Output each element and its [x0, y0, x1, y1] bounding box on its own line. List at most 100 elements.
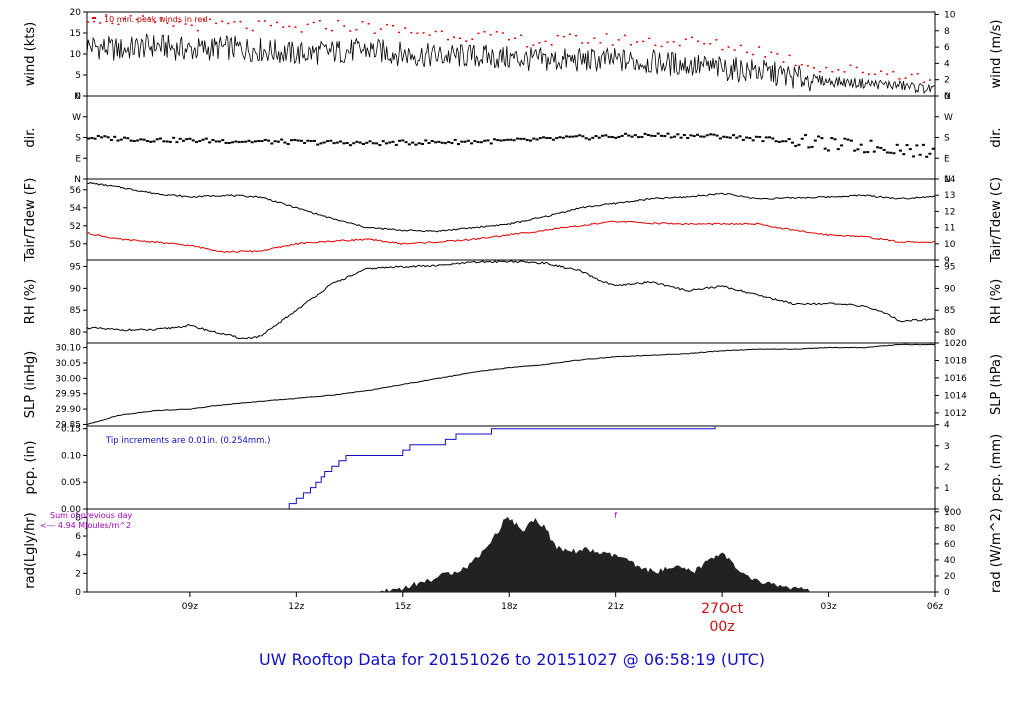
peak-wind-point — [886, 73, 889, 75]
dir-point — [754, 135, 758, 138]
ytick-right-label: 40 — [944, 556, 956, 566]
dir-point — [263, 138, 267, 141]
dir-point — [398, 139, 402, 142]
dir-point — [732, 134, 736, 137]
ytick-right-label: W — [944, 113, 953, 123]
ytick-left-label: 50 — [70, 240, 82, 250]
peak-wind-point — [709, 42, 712, 45]
peak-wind-point — [782, 61, 785, 63]
peak-wind-point — [660, 45, 663, 48]
dir-point — [326, 140, 330, 143]
dir-point — [358, 141, 362, 144]
dir-point — [574, 135, 578, 138]
ytick-right-label: 6 — [944, 43, 950, 53]
dir-point — [221, 139, 225, 142]
peak-wind-point — [672, 40, 675, 43]
dir-point — [509, 138, 513, 141]
annotation-text: Sum of previous day — [50, 511, 132, 520]
dir-point — [555, 137, 559, 140]
dir-point — [231, 141, 235, 144]
peak-wind-point — [556, 34, 559, 37]
dir-point — [479, 141, 483, 144]
annotation-text: <--- 4.94 MJoules/m^2 — [40, 521, 131, 530]
dir-point — [172, 136, 176, 139]
ytick-left-label: 0.10 — [61, 451, 81, 461]
y-axis-label-right: wind (m/s) — [989, 20, 1004, 89]
xtick-label: 03z — [820, 602, 836, 612]
dir-point — [191, 139, 195, 142]
peak-wind-point — [416, 32, 419, 35]
dir-point — [506, 138, 510, 141]
ytick-right-label: 1018 — [944, 356, 967, 366]
dir-point — [679, 136, 683, 139]
dir-point — [106, 136, 110, 139]
dir-point — [774, 140, 778, 143]
dir-point — [430, 140, 434, 143]
dir-point — [250, 141, 254, 144]
ytick-right-label: 80 — [944, 328, 956, 338]
dir-point — [872, 150, 876, 153]
ytick-left-label: S — [75, 134, 81, 144]
dir-point — [453, 138, 457, 141]
dir-point — [420, 142, 424, 145]
peak-wind-point — [605, 33, 608, 35]
peak-wind-point — [373, 32, 376, 34]
ytick-left-label: E — [75, 154, 81, 164]
dir-point — [362, 143, 366, 146]
peak-wind-point — [422, 32, 425, 34]
y-axis-label-right: rad (W/m^2) — [989, 508, 1004, 593]
dir-point — [715, 134, 719, 137]
ytick-left-label: 0.15 — [61, 425, 81, 435]
dir-point — [257, 140, 261, 143]
peak-wind-point — [239, 20, 242, 23]
y-axis-label-left: rad(Lgly/hr) — [23, 512, 38, 588]
dir-point — [607, 135, 611, 138]
peak-wind-point — [215, 22, 218, 25]
dir-point — [267, 139, 271, 142]
peak-wind-point — [642, 40, 645, 43]
ytick-left-label: 8 — [75, 513, 81, 523]
dir-point — [303, 141, 307, 144]
dir-point — [440, 141, 444, 144]
y-axis-label-left: Tair/Tdew (F) — [23, 178, 38, 263]
ytick-left-label: N — [74, 175, 81, 185]
rad-area — [87, 516, 935, 592]
peak-wind-point — [276, 21, 279, 24]
dir-point — [355, 140, 359, 143]
dir-point — [87, 137, 90, 140]
dir-point — [165, 140, 169, 143]
peak-wind-point — [873, 73, 876, 76]
dir-point — [833, 138, 837, 141]
dir-point — [486, 139, 490, 142]
peak-wind-point — [361, 21, 364, 23]
ytick-right-label: 1014 — [944, 391, 967, 401]
dir-point — [450, 142, 454, 145]
dir-point — [591, 136, 595, 139]
dir-point — [447, 141, 451, 144]
peak-wind-point — [233, 21, 236, 23]
dir-point — [345, 142, 349, 145]
dir-point — [551, 138, 555, 141]
peak-wind-point — [495, 31, 498, 33]
dir-point — [830, 137, 834, 140]
dir-point — [217, 140, 221, 143]
dir-point — [492, 138, 496, 141]
peak-wind-point — [629, 44, 632, 46]
dir-point — [656, 132, 660, 135]
dir-point — [764, 136, 768, 139]
peak-wind-point — [178, 21, 181, 23]
dir-point — [862, 151, 866, 154]
ytick-right-label: 100 — [944, 508, 961, 518]
ytick-right-label: 1 — [944, 484, 950, 494]
dir-point — [614, 136, 618, 139]
dir-point — [640, 135, 644, 138]
dir-point — [601, 134, 605, 137]
dir-point — [705, 134, 709, 137]
peak-wind-point — [111, 22, 114, 25]
dir-point — [126, 137, 130, 140]
peak-wind-point — [751, 53, 754, 56]
peak-wind-point — [544, 40, 547, 43]
peak-wind-point — [520, 34, 523, 37]
